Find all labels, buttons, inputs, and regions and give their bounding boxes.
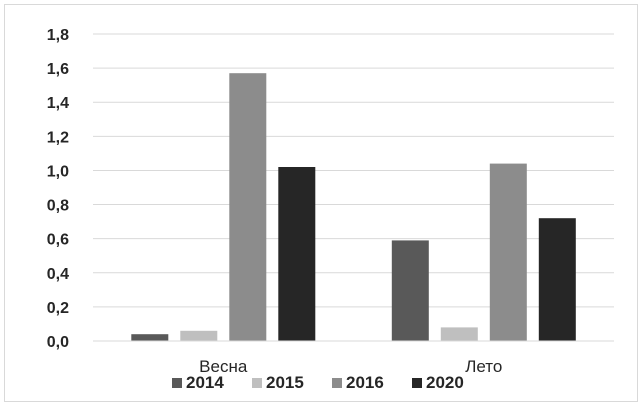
legend-swatch-2016: [332, 378, 342, 388]
legend-label-2016: 2016: [346, 373, 384, 392]
legend-label-2014: 2014: [186, 373, 224, 392]
bar-2014-0: [131, 334, 169, 341]
bar-series: [131, 73, 576, 341]
legend-swatch-2014: [172, 378, 182, 388]
y-tick-label: 0,0: [47, 334, 69, 351]
bar-2015-1: [440, 327, 478, 341]
x-axis-category-labels: Весна Лето: [199, 357, 502, 376]
legend-label-2020: 2020: [426, 373, 464, 392]
chart-frame: [4, 4, 638, 402]
gridlines: [93, 33, 614, 308]
y-tick-label: 1,0: [47, 163, 69, 180]
legend-swatch-2020: [412, 378, 422, 388]
bar-2014-1: [391, 240, 429, 341]
legend-swatch-2015: [252, 378, 262, 388]
y-tick-label: 0,8: [47, 198, 69, 215]
y-tick-label: 1,6: [47, 61, 69, 78]
y-tick-label: 0,2: [47, 300, 69, 317]
bar-2016-1: [489, 163, 527, 341]
x-category-label: Лето: [465, 357, 502, 376]
y-tick-label: 1,8: [47, 27, 69, 44]
legend-label-2015: 2015: [266, 373, 304, 392]
legend: 2014 2015 2016 2020: [172, 373, 464, 392]
y-tick-label: 0,4: [47, 266, 69, 283]
y-tick-label: 1,4: [47, 95, 69, 112]
bar-2020-1: [538, 218, 576, 341]
y-tick-label: 1,2: [47, 129, 69, 146]
bar-2020-0: [278, 167, 316, 341]
y-axis-tick-labels: 0,0 0,2 0,4 0,6 0,8 1,0 1,2 1,4 1,6 1,8: [47, 27, 69, 351]
y-tick-label: 0,6: [47, 232, 69, 249]
x-category-label: Весна: [199, 357, 248, 376]
bar-2016-0: [229, 73, 267, 341]
bar-2015-0: [180, 330, 218, 341]
